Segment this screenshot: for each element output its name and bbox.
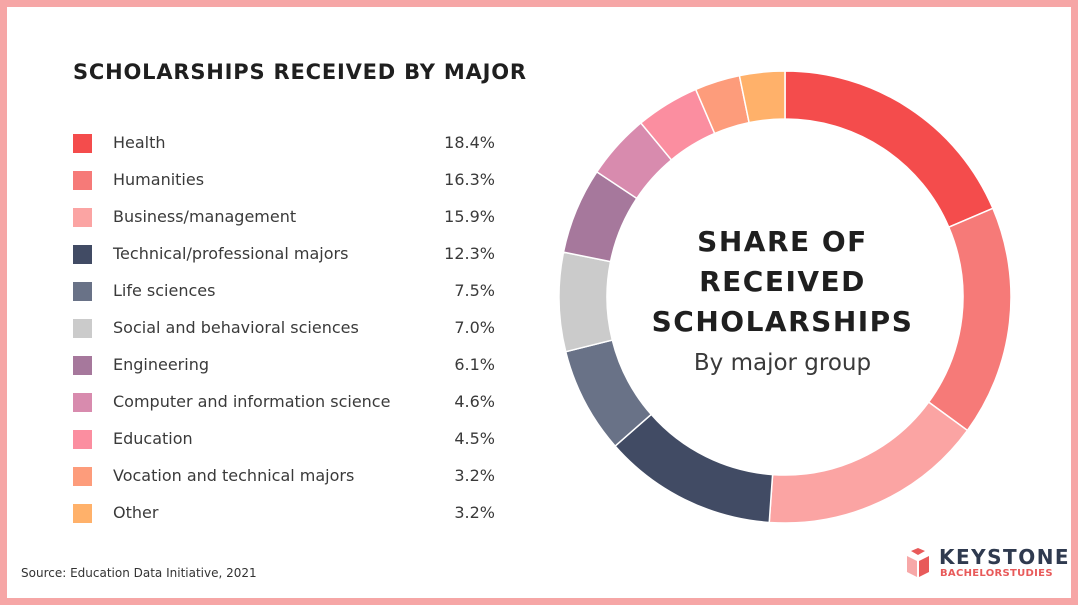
legend-value: 3.2% xyxy=(454,503,495,522)
legend-swatch xyxy=(73,171,92,190)
legend-label: Health xyxy=(113,133,166,152)
source-note: Source: Education Data Initiative, 2021 xyxy=(21,566,257,580)
legend-label: Life sciences xyxy=(113,281,216,300)
legend-label: Technical/professional majors xyxy=(113,244,349,263)
legend-swatch xyxy=(73,467,92,486)
legend-swatch xyxy=(73,393,92,412)
legend-item: Engineering 6.1% xyxy=(73,352,495,389)
donut-slice xyxy=(614,413,774,524)
legend-swatch xyxy=(73,245,92,264)
legend-value: 16.3% xyxy=(444,170,495,189)
legend-value: 4.5% xyxy=(454,429,495,448)
legend-item: Business/management 15.9% xyxy=(73,204,495,241)
legend-item: Health 18.4% xyxy=(73,130,495,167)
legend-value: 3.2% xyxy=(454,466,495,485)
legend-value: 6.1% xyxy=(454,355,495,374)
legend: Health 18.4% Humanities 16.3% Business/manag… xyxy=(73,130,495,537)
legend-item: Life sciences 7.5% xyxy=(73,278,495,315)
donut-center-subtitle: By major group xyxy=(693,350,872,376)
legend-label: Humanities xyxy=(113,170,205,189)
chart-title: SCHOLARSHIPS RECEIVED BY MAJOR xyxy=(73,60,527,84)
legend-swatch xyxy=(73,504,92,523)
donut-slice xyxy=(784,70,994,229)
legend-swatch xyxy=(73,282,92,301)
legend-value: 7.5% xyxy=(454,281,495,300)
legend-label: Computer and information science xyxy=(113,392,391,411)
keystone-cube-icon xyxy=(907,548,929,577)
legend-label: Business/management xyxy=(113,207,297,226)
legend-item: Computer and information science 4.6% xyxy=(73,389,495,426)
legend-swatch xyxy=(73,134,92,153)
legend-label: Engineering xyxy=(113,355,209,374)
legend-item: Humanities 16.3% xyxy=(73,167,495,204)
donut-slice xyxy=(738,70,786,124)
brand-logo: KEYSTONE BACHELORSTUDIES xyxy=(905,545,1069,585)
legend-swatch xyxy=(73,319,92,338)
donut-slice xyxy=(558,251,614,353)
legend-value: 12.3% xyxy=(444,244,495,263)
legend-item: Other 3.2% xyxy=(73,500,495,537)
donut-slice xyxy=(768,401,969,524)
legend-label: Education xyxy=(113,429,193,448)
legend-item: Vocation and technical majors 3.2% xyxy=(73,463,495,500)
center-title-line: SHARE OF xyxy=(697,225,868,258)
center-title-line: RECEIVED xyxy=(699,265,866,298)
legend-value: 4.6% xyxy=(454,392,495,411)
legend-item: Technical/professional majors 12.3% xyxy=(73,241,495,278)
legend-value: 15.9% xyxy=(444,207,495,226)
legend-swatch xyxy=(73,208,92,227)
legend-label: Social and behavioral sciences xyxy=(113,318,359,337)
legend-item: Education 4.5% xyxy=(73,426,495,463)
legend-swatch xyxy=(73,356,92,375)
legend-label: Other xyxy=(113,503,159,522)
brand-name: KEYSTONE xyxy=(939,545,1071,569)
center-title-line: SCHOLARSHIPS xyxy=(651,305,914,338)
legend-item: Social and behavioral sciences 7.0% xyxy=(73,315,495,352)
brand-tagline: BACHELORSTUDIES xyxy=(940,568,1053,579)
legend-swatch xyxy=(73,430,92,449)
legend-value: 18.4% xyxy=(444,133,495,152)
legend-label: Vocation and technical majors xyxy=(113,466,355,485)
legend-value: 7.0% xyxy=(454,318,495,337)
donut-center-title: SHARE OF RECEIVED SCHOLARSHIPS xyxy=(620,222,945,342)
